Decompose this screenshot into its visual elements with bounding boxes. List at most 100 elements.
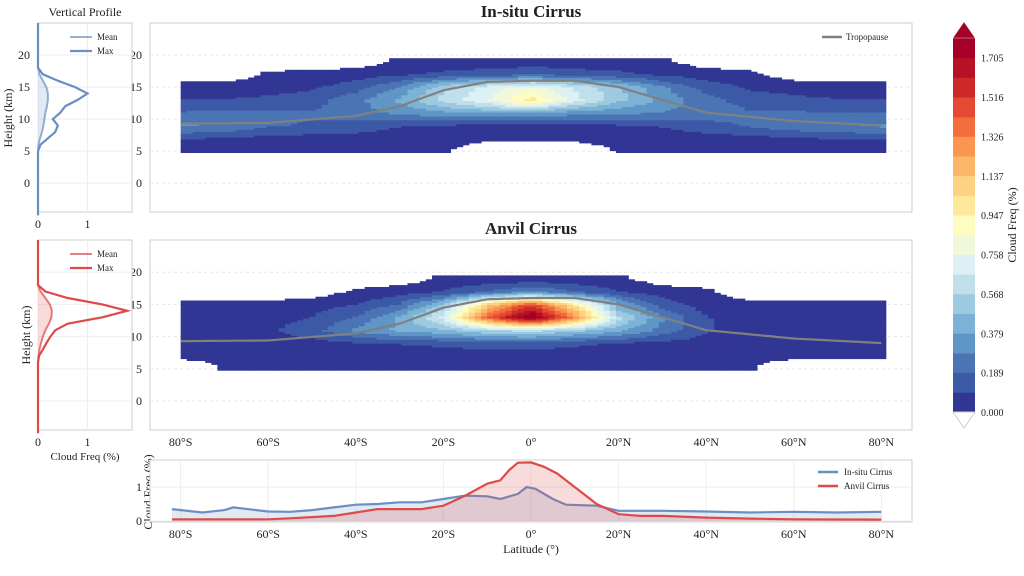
heatmap-cell xyxy=(266,144,274,148)
heatmap-cell xyxy=(818,114,825,117)
heatmap-cell xyxy=(505,64,513,67)
heatmap-cell xyxy=(303,146,310,150)
heatmap-cell xyxy=(223,92,231,96)
heatmap-cell xyxy=(456,112,464,115)
heatmap-cell xyxy=(340,144,347,148)
heatmap-cell xyxy=(812,92,819,96)
heatmap-cell xyxy=(248,125,255,128)
heatmap-cell xyxy=(787,146,795,150)
heatmap-cell xyxy=(536,85,543,88)
heatmap-cell xyxy=(303,110,310,113)
heatmap-cell xyxy=(383,62,390,65)
heatmap-cell xyxy=(603,140,611,144)
heatmap-cell xyxy=(389,92,396,96)
heatmap-cell xyxy=(395,77,402,80)
heatmap-cell xyxy=(499,83,507,86)
heatmap-cell xyxy=(223,146,231,150)
heatmap-cell xyxy=(474,65,482,69)
heatmap-cell xyxy=(714,125,721,128)
heatmap-cell xyxy=(640,115,648,119)
heatmap-cell xyxy=(573,89,580,92)
heatmap-cell xyxy=(591,123,599,127)
heatmap-cell xyxy=(524,90,531,94)
heatmap-cell xyxy=(603,100,611,103)
heatmap-cell xyxy=(383,129,390,132)
heatmap-cell xyxy=(622,137,629,140)
heatmap-cell xyxy=(346,140,353,144)
heatmap-cell xyxy=(260,114,268,117)
heatmap-cell xyxy=(750,94,758,98)
heatmap-cell xyxy=(186,114,194,117)
heatmap-cell xyxy=(444,144,451,148)
heatmap-cell xyxy=(456,69,464,73)
heatmap-cell xyxy=(340,87,347,90)
heatmap-cell xyxy=(199,131,206,134)
heatmap-cell xyxy=(291,89,298,92)
heatmap-cell xyxy=(199,90,206,94)
heatmap-cell xyxy=(444,94,451,98)
heatmap-cell xyxy=(370,125,378,128)
heatmap-cell xyxy=(511,85,519,88)
heatmap-cell xyxy=(266,79,274,82)
heatmap-cell xyxy=(432,140,439,144)
heatmap-cell xyxy=(229,146,237,150)
heatmap-cell xyxy=(750,81,758,84)
heatmap-cell xyxy=(444,108,451,111)
heatmap-cell xyxy=(806,137,813,140)
heatmap-cell xyxy=(677,81,684,84)
heatmap-cell xyxy=(652,77,660,80)
heatmap-cell xyxy=(474,94,482,98)
heatmap-cell xyxy=(677,142,684,146)
heatmap-cell xyxy=(278,85,286,88)
heatmap-cell xyxy=(793,85,801,88)
heatmap-cell xyxy=(763,137,770,140)
heatmap-cell xyxy=(597,140,605,144)
heatmap-cell xyxy=(389,73,396,77)
heatmap-cell xyxy=(787,123,795,127)
heatmap-cell xyxy=(481,92,488,96)
heatmap-cell xyxy=(554,67,562,71)
heatmap-cell xyxy=(401,71,409,75)
heatmap-cell xyxy=(376,144,384,148)
heatmap-cell xyxy=(566,125,574,128)
heatmap-cell xyxy=(861,150,868,153)
heatmap-cell xyxy=(524,123,531,127)
heatmap-cell xyxy=(309,85,317,88)
heatmap-cell xyxy=(855,146,862,150)
heatmap-cell xyxy=(707,83,715,86)
heatmap-cell xyxy=(468,69,476,73)
heatmap-cell xyxy=(474,123,482,127)
heatmap-cell xyxy=(242,89,249,92)
heatmap-cell xyxy=(511,110,519,113)
heatmap-cell xyxy=(315,142,323,146)
heatmap-cell xyxy=(671,62,678,65)
heatmap-cell xyxy=(438,98,445,102)
heatmap-cell xyxy=(180,127,188,130)
heatmap-cell xyxy=(444,77,451,80)
heatmap-cell xyxy=(413,108,421,111)
heatmap-cell xyxy=(211,150,218,153)
heatmap-cell xyxy=(530,96,537,100)
heatmap-cell xyxy=(855,83,862,86)
heatmap-cell xyxy=(787,144,795,148)
heatmap-cell xyxy=(536,67,543,71)
heatmap-cell xyxy=(487,96,494,100)
heatmap-cell xyxy=(591,87,599,90)
heatmap-cell xyxy=(628,85,635,88)
heatmap-cell xyxy=(530,110,537,113)
heatmap-cell xyxy=(695,115,703,119)
heatmap-cell xyxy=(566,60,574,63)
heatmap-cell xyxy=(671,139,678,142)
heatmap-cell xyxy=(505,129,513,132)
heatmap-cell xyxy=(358,135,366,138)
heatmap-cell xyxy=(395,64,402,67)
heatmap-cell xyxy=(333,108,341,111)
heatmap-cell xyxy=(401,62,409,65)
heatmap-cell xyxy=(640,121,648,125)
heatmap-cell xyxy=(830,117,838,121)
heatmap-cell xyxy=(487,112,494,115)
heatmap-cell xyxy=(242,133,249,136)
heatmap-cell xyxy=(824,148,832,152)
heatmap-cell xyxy=(217,108,225,111)
heatmap-cell xyxy=(542,104,550,107)
